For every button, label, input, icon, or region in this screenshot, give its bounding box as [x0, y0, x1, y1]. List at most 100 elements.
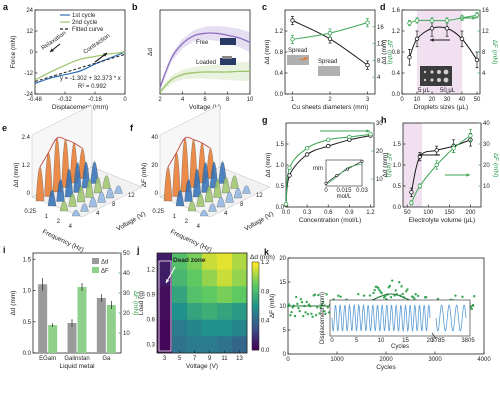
arrow-d-left-head	[430, 38, 434, 42]
data-point-h-F	[451, 145, 456, 151]
heatmap-cell	[202, 286, 218, 304]
z-tick-label-e: 4	[96, 211, 100, 217]
series-line-a-1	[34, 51, 126, 81]
heatmap-cell	[232, 319, 248, 337]
peak-e	[35, 166, 45, 202]
data-point-d-F	[407, 20, 412, 26]
axes-frame-i	[32, 252, 122, 354]
y-axis-label-j: Load (g)	[138, 291, 145, 315]
y2-tick-label-h: 40	[483, 121, 490, 127]
droplet-marker	[430, 78, 434, 82]
y2-tick-label-c: 8	[377, 58, 381, 64]
data-point-k	[337, 294, 340, 297]
heatmap-cell	[172, 336, 188, 354]
heatmap-cell	[187, 303, 203, 320]
y-tick-label-h: 0.5	[393, 184, 402, 190]
peak-e	[80, 203, 89, 212]
colorbar-segment	[252, 345, 259, 349]
legend-entry-i-d: Δd	[101, 260, 108, 266]
bar-i-F	[77, 287, 87, 353]
device-photo-loaded	[220, 58, 236, 65]
data-point-k	[314, 313, 318, 317]
peak-e	[88, 196, 98, 208]
category-label-i: Galinstan	[64, 356, 89, 362]
arrow-relaxation-head	[50, 48, 54, 52]
data-point-k	[294, 295, 298, 299]
droplet-marker	[443, 77, 449, 83]
y-tick-label-k: 0	[283, 352, 287, 358]
x-tick-label-b: 10	[247, 97, 254, 103]
heatmap-cell	[157, 319, 173, 337]
x-tick-label-f: 1	[173, 214, 177, 220]
data-point-k	[380, 291, 383, 295]
colorbar-tick-label: 0.4	[261, 319, 270, 325]
x-axis-label-h: Electrolyte volume (μL)	[409, 217, 476, 224]
data-point-k	[368, 294, 372, 297]
y-tick-label-i: 0.5	[23, 320, 32, 326]
data-point-k	[389, 295, 393, 299]
data-point-k	[320, 303, 324, 306]
y-tick-label-a: -12	[24, 71, 33, 77]
annotation-r-squared: R² = 0.992	[78, 84, 107, 90]
data-point-k	[376, 286, 380, 290]
data-point-k	[414, 293, 417, 296]
y-tick-label-e: 0	[27, 191, 31, 197]
colorbar-segment	[252, 323, 259, 327]
x-tick-label-g: 0.6	[324, 210, 333, 216]
y-axis-label-g: Δd (mm)	[265, 153, 272, 178]
x-tick-label-k: 0	[286, 357, 290, 363]
y-tick-label-a: -24	[24, 92, 33, 98]
y-tick-label-d: 1.6	[392, 8, 401, 14]
data-point-k	[325, 293, 328, 296]
data-point-c-d	[290, 18, 295, 23]
inset-point-g	[360, 159, 364, 163]
y-tick-label-a: 0	[30, 50, 34, 56]
y-tick-label-j: 0.9	[147, 293, 156, 299]
x-tick-label-j: 3	[163, 356, 167, 362]
annotation-dead-zone: Dead zone	[173, 257, 206, 264]
x-tick-label-f: 4	[197, 224, 201, 230]
data-point-k	[424, 295, 428, 299]
y2-axis-label-g: ΔF (mN)	[385, 153, 392, 178]
x-axis-label-j: Voltage (V)	[186, 363, 218, 370]
colorbar-segment	[252, 266, 259, 269]
x-tick-label-j: 7	[193, 356, 197, 362]
peak-e	[76, 185, 86, 203]
data-point-h-d	[434, 148, 439, 153]
x-tick-label-d: 0	[400, 97, 404, 103]
data-point-k	[299, 298, 303, 301]
inset-point-g	[335, 174, 339, 178]
data-point-k	[405, 289, 408, 293]
data-point-k	[313, 293, 317, 296]
axes-frame-j	[156, 252, 248, 354]
bar-i-d	[96, 298, 106, 353]
confidence-band-b-1	[160, 61, 250, 94]
panel-label-k: k	[264, 247, 270, 257]
colorbar-segment	[252, 314, 259, 318]
x-tick-label-e: 0.25	[24, 209, 36, 215]
y-tick-label-j: 1.2	[147, 268, 156, 274]
colorbar-tick-label: 1.2	[261, 260, 270, 266]
category-label-i: Ga	[102, 356, 111, 362]
y-tick-label-g: 0.5	[276, 184, 285, 190]
x-axis-label-b: Voltage (V)	[189, 104, 221, 111]
z-axis-label-e: Voltage (V)	[116, 211, 147, 233]
y2-tick-label-g: 10	[376, 177, 383, 183]
y2-tick-label-i: 20	[123, 311, 130, 317]
data-point-d-d	[429, 26, 435, 31]
x-tick-label-d: 50	[474, 97, 481, 103]
series-label-loaded: Loaded	[196, 60, 216, 66]
y-tick-label-d: 0.8	[392, 50, 401, 56]
heatmap-cell	[172, 253, 188, 270]
x-tick-label-a: 0	[123, 97, 127, 103]
inset-photo-c-2	[318, 66, 340, 76]
inset-x-tick-k: 3805	[461, 338, 475, 344]
inset-y-label-k: Displacement (mm)	[320, 292, 326, 344]
heatmap-cell	[172, 286, 188, 304]
panel-label-e: e	[2, 123, 7, 133]
peak-e	[59, 200, 69, 212]
data-point-k	[311, 315, 314, 318]
heatmap-cell	[187, 286, 203, 304]
series-line-b-1	[159, 70, 251, 93]
droplet-marker	[437, 70, 441, 74]
